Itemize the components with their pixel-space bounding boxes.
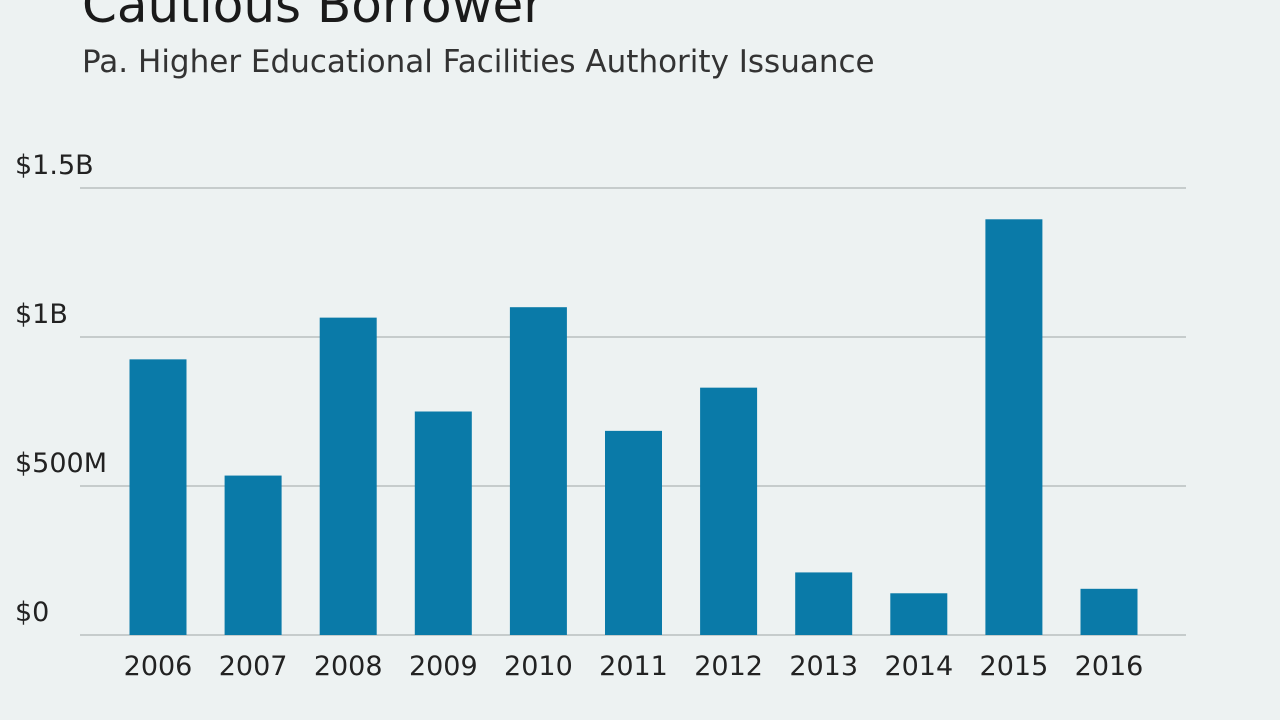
- x-tick-label: 2009: [409, 651, 478, 682]
- bar: [224, 475, 282, 635]
- x-tick-label: 2010: [504, 651, 573, 682]
- y-tick-label: $1B: [15, 299, 68, 330]
- bar: [605, 430, 662, 635]
- x-tick-label: 2012: [694, 651, 763, 682]
- x-tick-label: 2007: [219, 651, 288, 682]
- x-tick-label: 2006: [124, 651, 193, 682]
- x-tick-label: 2014: [884, 651, 953, 682]
- bar: [795, 572, 853, 635]
- bar: [890, 593, 948, 635]
- x-tick-label: 2008: [314, 651, 383, 682]
- chart-subtitle: Pa. Higher Educational Facilities Author…: [82, 44, 875, 80]
- bar: [985, 219, 1043, 636]
- chart-title: Cautious Borrower: [82, 0, 544, 34]
- bar: [414, 411, 472, 635]
- x-tick-label: 2013: [789, 651, 858, 682]
- y-tick-label: $1.5B: [15, 150, 94, 181]
- y-tick-label: $500M: [15, 448, 107, 479]
- bar: [129, 359, 187, 635]
- x-tick-label: 2011: [599, 651, 668, 682]
- bar: [700, 387, 758, 635]
- bar: [509, 307, 567, 635]
- bar: [319, 317, 377, 635]
- y-tick-label: $0: [15, 597, 49, 628]
- bar: [1080, 588, 1138, 635]
- x-tick-label: 2016: [1075, 651, 1144, 682]
- x-tick-label: 2015: [980, 651, 1049, 682]
